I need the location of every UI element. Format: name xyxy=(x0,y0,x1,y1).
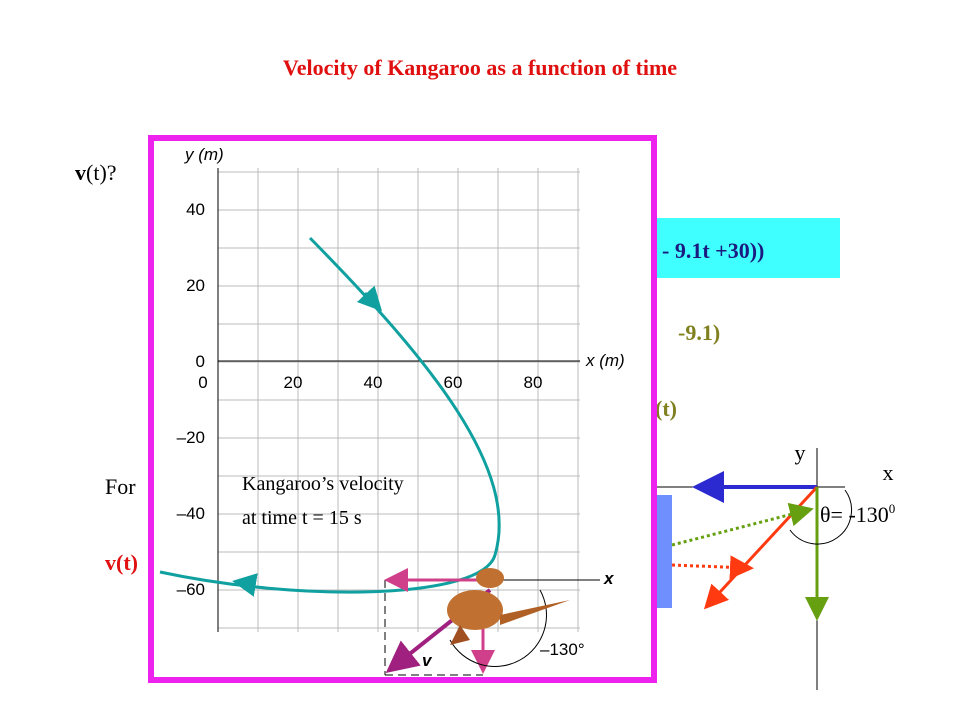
y-tick-label: –60 xyxy=(177,580,205,599)
title: Velocity of Kangaroo as a function of ti… xyxy=(283,55,677,80)
trajectory-arrow xyxy=(232,573,258,597)
inset-angle: –130° xyxy=(540,640,585,659)
green-dotted xyxy=(671,502,814,547)
x-tick-label: 20 xyxy=(284,373,303,392)
formula-rest: - 9.1t +30)) xyxy=(657,238,765,263)
y-tick-label: –20 xyxy=(177,428,205,447)
kangaroo xyxy=(447,568,570,645)
for-text: For xyxy=(105,474,136,499)
y-tick-label: 40 xyxy=(186,200,205,219)
x-tick-label: 40 xyxy=(364,373,383,392)
angle-text: θ= -130 xyxy=(820,502,889,527)
v-arrow xyxy=(703,485,819,610)
y-tick-label: 0 xyxy=(196,352,205,371)
formula-box xyxy=(645,218,840,278)
angle-sup: 0 xyxy=(889,501,896,516)
inset-v-label: v xyxy=(422,651,433,670)
note-line: Kangaroo’s velocity xyxy=(242,473,404,495)
trajectory xyxy=(159,236,501,594)
y-tick-label: 20 xyxy=(186,276,205,295)
question: v(t)? xyxy=(75,160,117,185)
inset-x-label: x xyxy=(603,569,615,588)
x-tick-label: 60 xyxy=(444,373,463,392)
vector-y-label: y xyxy=(795,440,806,465)
formula-t: (t) xyxy=(655,396,677,421)
y-tick-label: –40 xyxy=(177,504,205,523)
red-dotted xyxy=(671,555,754,580)
inset-arc xyxy=(449,589,547,667)
trajectory-arrow xyxy=(356,285,383,312)
x-tick-label: 80 xyxy=(524,373,543,392)
angle-arc xyxy=(789,489,852,545)
vt-text: v(t) xyxy=(105,550,138,575)
angle-label: θ= -1300 xyxy=(820,501,895,527)
question-rest: (t)? xyxy=(86,160,117,185)
question-bold: v xyxy=(75,160,86,185)
note-line: at time t = 15 s xyxy=(242,507,362,529)
graph-x-label: x (m) xyxy=(585,351,625,370)
graph-y-label: y (m) xyxy=(184,145,224,164)
vector-x-label: x xyxy=(883,460,894,485)
x-tick-label: 0 xyxy=(198,373,207,392)
formula-position: 2 - 9.1t +30)) xyxy=(650,237,764,263)
formula-velocity: -9.1) xyxy=(678,320,720,345)
graph-frame xyxy=(148,135,657,683)
